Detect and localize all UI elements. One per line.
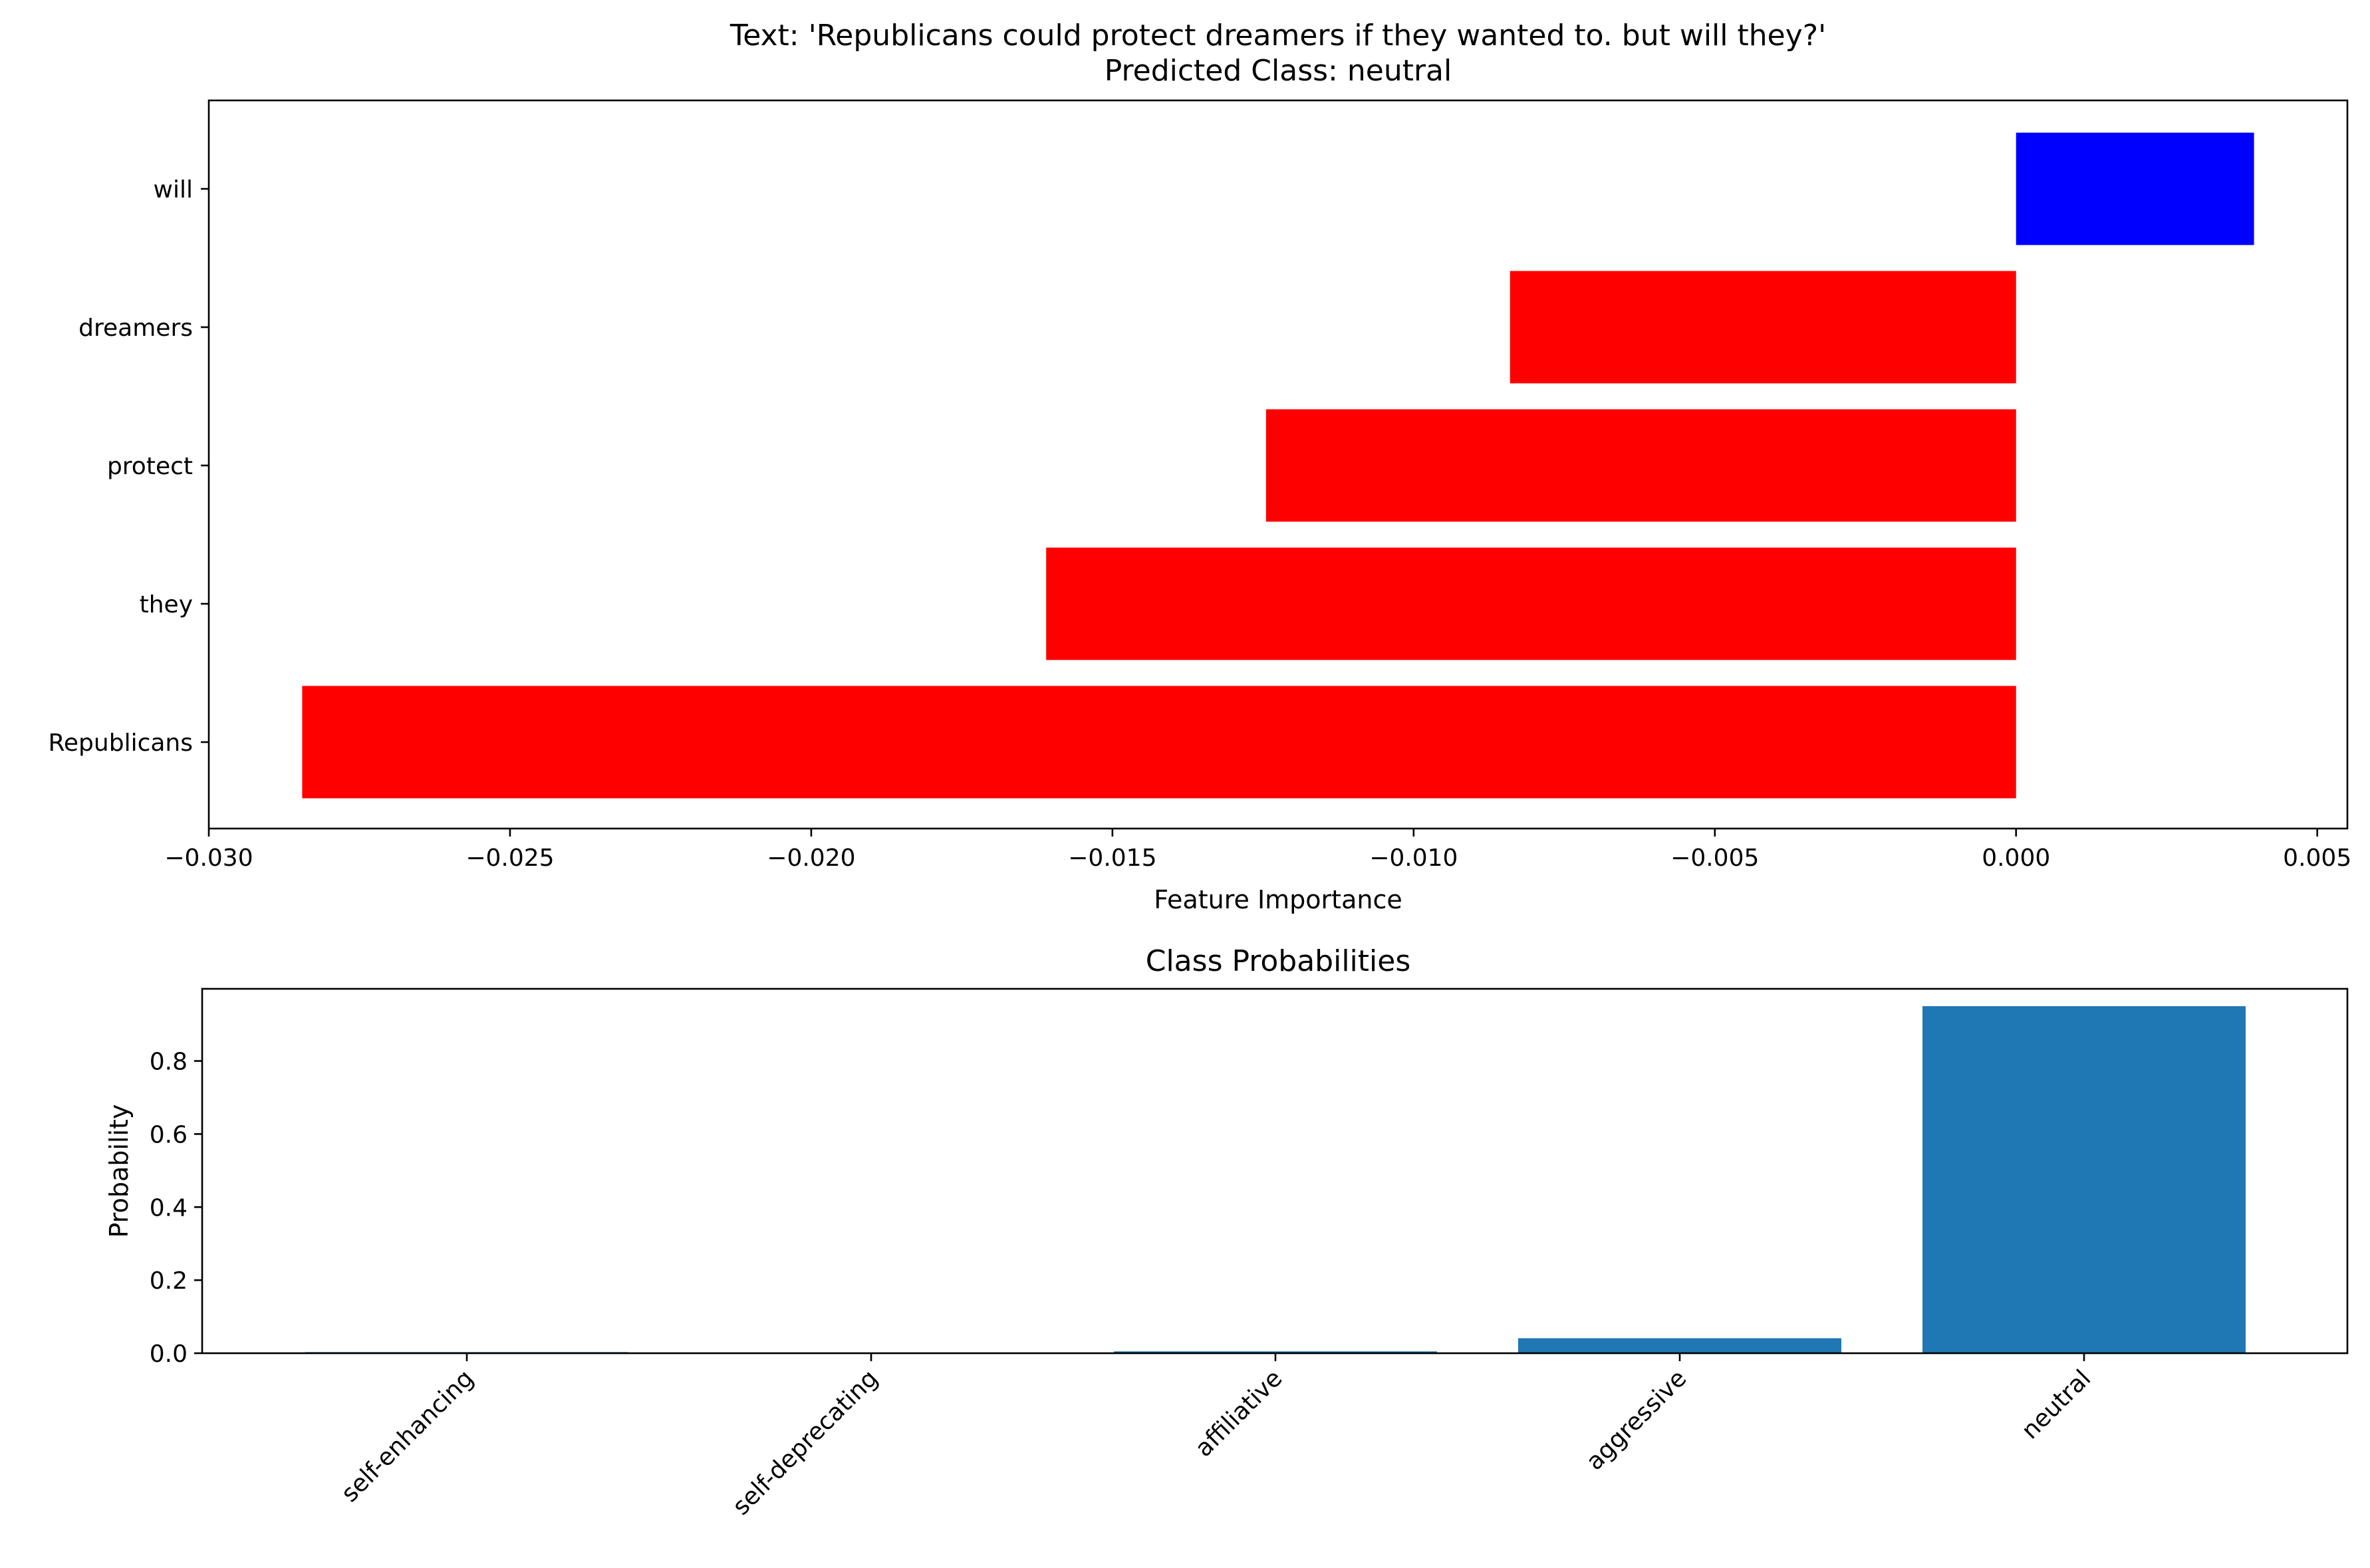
chart2-y-tick-label: 0.2 bbox=[150, 1267, 188, 1295]
probability-bar-affiliative bbox=[1114, 1351, 1437, 1353]
chart1-title-line1: Text: 'Republicans could protect dreamer… bbox=[729, 19, 1826, 53]
chart1-x-tick-label: −0.025 bbox=[465, 845, 554, 872]
chart1-y-tick-label: protect bbox=[107, 453, 193, 480]
chart2-y-tick-label: 0.4 bbox=[150, 1194, 188, 1222]
chart2-x-tick-label: self-deprecating bbox=[727, 1365, 883, 1520]
chart1-plot-frame bbox=[207, 99, 2349, 830]
chart1-title-line2: Predicted Class: neutral bbox=[1105, 54, 1452, 88]
feature-bar-they bbox=[1046, 547, 2016, 660]
chart2-x-tick-label: affiliative bbox=[1190, 1365, 1288, 1462]
feature-importance-chart: Text: 'Republicans could protect dreamer… bbox=[49, 19, 2352, 914]
chart1-x-axis-label: Feature Importance bbox=[1154, 885, 1402, 914]
chart1-x-tick-label: −0.005 bbox=[1670, 845, 1759, 872]
chart2-plot-frame bbox=[201, 987, 2349, 1355]
chart1-y-tick-label: Republicans bbox=[49, 729, 194, 757]
chart1-x-tick-label: −0.015 bbox=[1068, 845, 1156, 872]
chart2-y-tick-label: 0.0 bbox=[150, 1341, 188, 1368]
chart2-y-tick-label: 0.6 bbox=[150, 1121, 188, 1148]
chart1-x-tick-label: 0.005 bbox=[2283, 845, 2351, 872]
feature-bar-protect bbox=[1265, 409, 2016, 522]
feature-bar-dreamers bbox=[1510, 271, 2016, 384]
chart1-x-tick-label: −0.020 bbox=[767, 845, 855, 872]
chart1-x-tick-label: −0.030 bbox=[164, 845, 253, 872]
feature-bar-republicans bbox=[302, 686, 2016, 799]
chart2-x-tick-label: aggressive bbox=[1581, 1365, 1692, 1476]
probability-bar-neutral bbox=[1922, 1006, 2246, 1353]
chart2-x-tick-label: neutral bbox=[2016, 1365, 2096, 1444]
probability-bar-aggressive bbox=[1518, 1338, 1841, 1353]
feature-bar-will bbox=[2016, 132, 2254, 245]
chart1-x-tick-label: −0.010 bbox=[1369, 845, 1458, 872]
chart1-y-tick-label: they bbox=[140, 591, 193, 618]
chart2-title: Class Probabilities bbox=[1146, 944, 1411, 978]
chart2-y-axis-label: Probability bbox=[104, 1105, 134, 1238]
chart1-y-tick-label: dreamers bbox=[78, 315, 193, 342]
chart2-y-tick-label: 0.8 bbox=[150, 1049, 188, 1076]
chart1-y-tick-label: will bbox=[154, 176, 193, 203]
chart1-x-tick-label: 0.000 bbox=[1982, 845, 2050, 872]
class-probabilities-chart: Class Probabilities 0.0 0.2 0.4 0.6 0.8 self… bbox=[104, 944, 2349, 1521]
chart2-x-tick-label: self-enhancing bbox=[336, 1365, 479, 1507]
